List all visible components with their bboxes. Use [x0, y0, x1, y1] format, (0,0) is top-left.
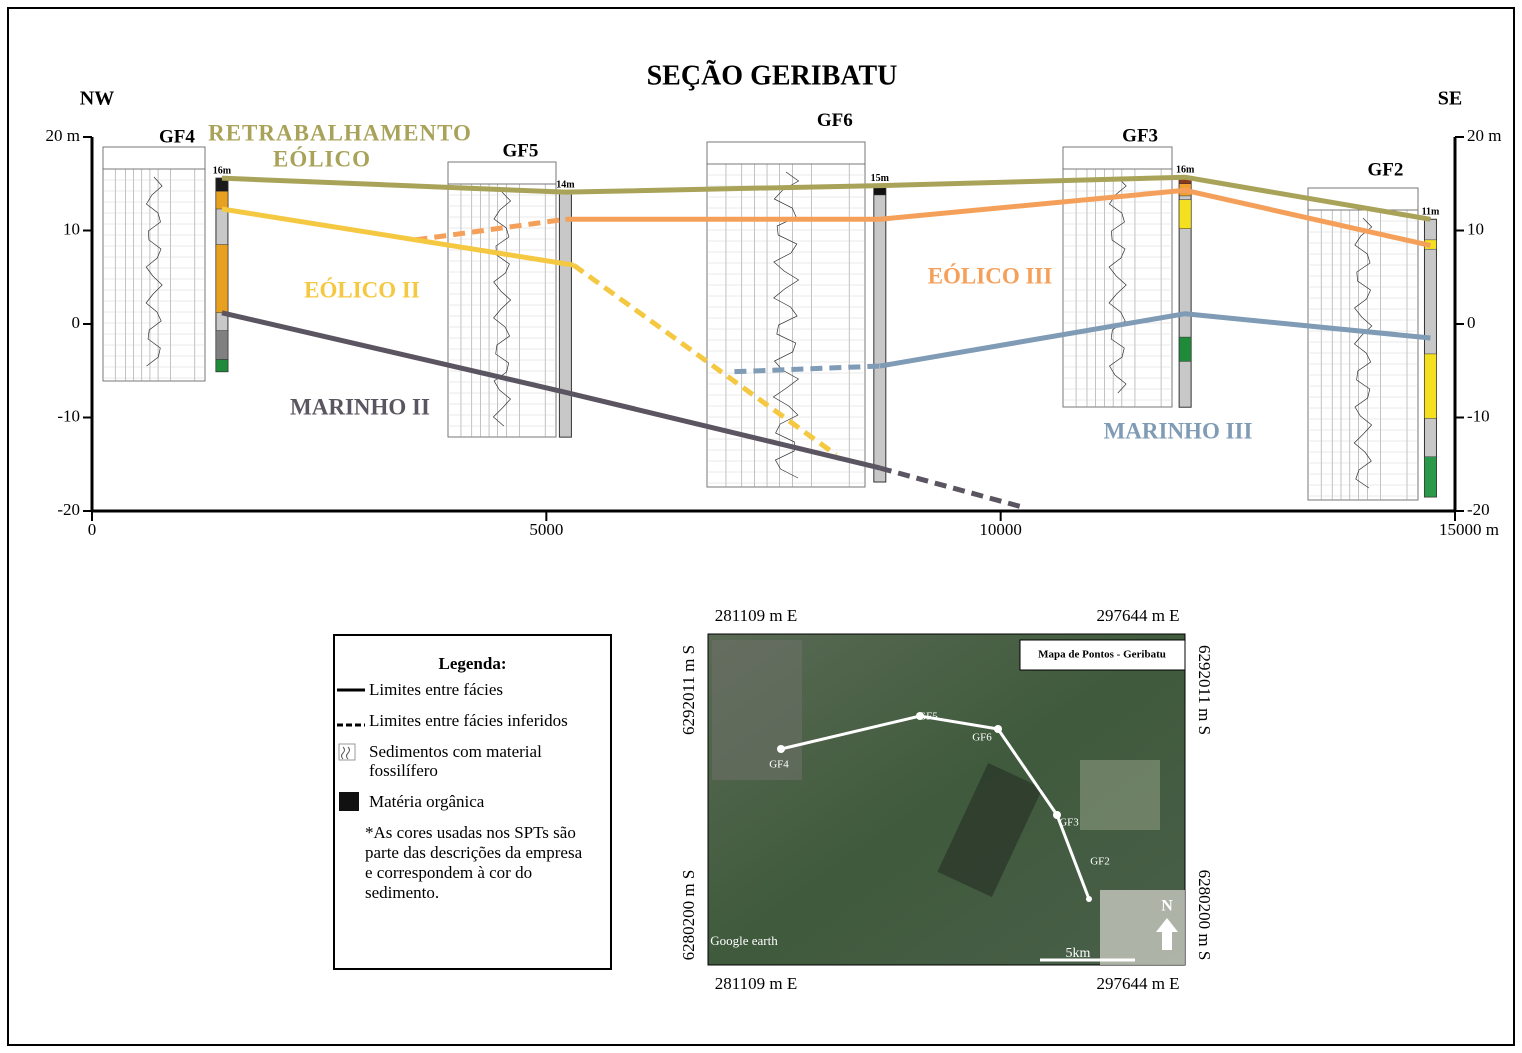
legend-item: Sedimentos com material fossilífero: [335, 742, 610, 780]
x-tick-label: 15000 m: [1439, 520, 1499, 539]
page: SEÇÃO GERIBATU NW SE 20 m 20 m 10 10 0 0 -10 -1…: [0, 0, 1522, 1053]
facies-boundary: [880, 468, 1020, 506]
facies-label: RETRABALHAMENTO: [208, 120, 472, 145]
legend-note: *As cores usadas nos SPTs são parte das …: [365, 823, 592, 903]
y-tick-label: 20 m: [46, 126, 80, 145]
map-point-label: GF4: [769, 759, 789, 771]
borehole-name: GF3: [1122, 126, 1158, 147]
y-tick-label: -20: [57, 500, 80, 519]
map-title: Mapa de Pontos - Geribatu: [1038, 649, 1166, 661]
map-point-label: GF3: [1059, 817, 1079, 829]
map-y-label: 6280200 m S: [679, 870, 698, 961]
map-x-label: 281109 m E: [715, 974, 797, 993]
log-sheets: [103, 142, 1418, 500]
map-y-label: 6292011 m S: [679, 645, 698, 735]
borehole-layer: [216, 245, 228, 313]
borehole-name: GF4: [159, 126, 195, 147]
legend-icon: [335, 792, 369, 811]
map-credit: Google earth: [710, 933, 778, 948]
x-tick-label: 5000: [529, 520, 563, 539]
map-point: [994, 725, 1002, 733]
borehole-column: [874, 186, 886, 482]
borehole-layer: [216, 331, 228, 360]
y-tick-label: 20 m: [1467, 126, 1501, 145]
map-x-label: 297644 m E: [1096, 606, 1179, 625]
legend-item: Matéria orgânica: [335, 792, 610, 811]
direction-label: NW: [80, 88, 114, 110]
borehole-layer: [216, 191, 228, 209]
borehole-layer: [1424, 354, 1436, 419]
legend-icon: [335, 680, 369, 699]
map-y-label: 6280200 m S: [1195, 870, 1214, 961]
facies-label: EÓLICO III: [928, 262, 1053, 288]
x-tick-label: 10000: [979, 520, 1022, 539]
facies-label: EÓLICO: [273, 145, 371, 171]
borehole-depth: 16m: [213, 165, 232, 176]
legend-icon: [335, 742, 369, 761]
log-sheet: [1308, 188, 1418, 500]
map-point-label: GF5: [918, 711, 938, 723]
map-x-label: 281109 m E: [715, 606, 797, 625]
legend-item: Limites entre fácies inferidos: [335, 711, 610, 730]
borehole-layer: [1179, 200, 1191, 229]
map-scale: 5km: [1066, 946, 1091, 961]
legend-text: Sedimentos com material fossilífero: [369, 742, 589, 780]
legend-text: Limites entre fácies inferidos: [369, 711, 589, 730]
legend-title: Legenda:: [335, 654, 610, 674]
borehole-depth: 14m: [556, 179, 575, 190]
log-sheet: [448, 162, 556, 437]
y-tick-label: 0: [72, 313, 81, 332]
legend-icon-svg: [335, 792, 369, 811]
legend-swatch: [339, 792, 359, 811]
map: Mapa de Pontos - Geribatu GF4 GF5 GF6 GF…: [679, 606, 1214, 993]
borehole-layer: [1179, 337, 1191, 361]
y-tick-label: 0: [1467, 313, 1476, 332]
legend-text: Matéria orgânica: [369, 792, 589, 811]
map-x-label: 297644 m E: [1096, 974, 1179, 993]
legend-icon-svg: [335, 680, 369, 699]
x-tick-label: 0: [88, 520, 97, 539]
legend-icon: [335, 711, 369, 730]
legend-icon-svg: [335, 711, 369, 730]
borehole-layer: [216, 360, 228, 372]
chart-title: SEÇÃO GERIBATU: [647, 60, 898, 91]
y-tick-label: 10: [1467, 219, 1484, 238]
map-patch: [1080, 760, 1160, 830]
borehole-name: GF2: [1368, 160, 1404, 181]
legend-text: Limites entre fácies: [369, 680, 589, 699]
facies-label: EÓLICO II: [304, 276, 420, 302]
y-tick-label: 10: [63, 219, 80, 238]
y-tick-label: -10: [57, 406, 80, 425]
borehole-name: GF6: [817, 110, 853, 131]
direction-label: SE: [1438, 88, 1462, 110]
map-point-label: GF6: [972, 732, 992, 744]
legend-icon-svg: [335, 742, 369, 761]
map-point: [1086, 896, 1092, 902]
map-point: [777, 745, 785, 753]
y-tick-label: -10: [1467, 406, 1490, 425]
log-sheet: [103, 147, 205, 381]
facies-label: MARINHO II: [290, 394, 430, 419]
borehole-depth: 15m: [871, 173, 890, 184]
map-north: N: [1161, 898, 1173, 915]
map-y-label: 6292011 m S: [1195, 645, 1214, 735]
borehole-layer: [1424, 457, 1436, 497]
legend: Legenda: Limites entre fácies Limites en…: [333, 634, 612, 970]
legend-item: Limites entre fácies: [335, 680, 610, 699]
borehole-name: GF5: [502, 141, 538, 162]
chart: SEÇÃO GERIBATU NW SE 20 m 20 m 10 10 0 0 -10 -1…: [0, 0, 1522, 1053]
borehole-depth: 16m: [1176, 165, 1195, 176]
log-sheet: [707, 142, 865, 487]
map-point-label: GF2: [1090, 856, 1110, 868]
facies-label: MARINHO III: [1104, 418, 1253, 443]
borehole-column: [559, 192, 571, 437]
y-tick-label: -20: [1467, 500, 1490, 519]
